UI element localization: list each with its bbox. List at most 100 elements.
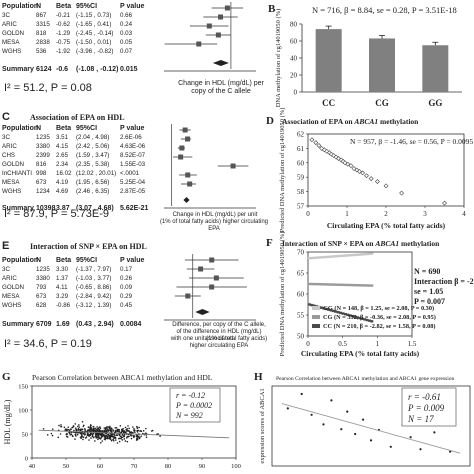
data-point: [310, 413, 313, 416]
data-point: [63, 426, 66, 429]
table-cell: 3380: [36, 275, 50, 282]
data-point: [91, 435, 94, 438]
data-point: [84, 430, 87, 432]
table-cell: 1234: [36, 188, 50, 195]
table-cell: (12.02 , 20.01): [76, 170, 117, 177]
table-cell: GOLDN: [2, 30, 25, 37]
panel-b-bar-chart: B N = 716, β = 8.84, se = 0.28, P = 3.51E…: [268, 3, 462, 108]
table-cell: Summary: [2, 321, 34, 328]
table-cell: 5.25E-04: [120, 179, 146, 186]
data-point: [123, 435, 126, 438]
x-tick-label: 3: [423, 210, 427, 218]
data-point: [121, 429, 124, 431]
table-cell: (-1.65 , 0.41): [76, 21, 112, 28]
data-point: [114, 437, 117, 439]
panel-f-title: Interaction of SNP × EPA on ABCA1 methyl…: [282, 239, 440, 248]
forest-summary-diamond: [195, 309, 210, 315]
table-cell: MESA: [2, 293, 20, 300]
data-point: [118, 431, 121, 433]
data-point: [74, 427, 77, 429]
series-mark-gg: [355, 253, 359, 256]
data-point: [99, 430, 102, 433]
forest-point: [178, 154, 184, 160]
data-point: [89, 426, 92, 429]
table-cell: WGHS: [2, 48, 22, 55]
x-tick-label: 0.5: [338, 340, 347, 348]
panel-e-letter: E: [2, 240, 10, 252]
table-cell: 3.87: [56, 205, 70, 212]
data-point: [140, 435, 142, 438]
table-cell: InCHIANTI: [2, 170, 32, 177]
data-point: [114, 439, 117, 441]
table-cell: 0.26: [120, 275, 133, 282]
data-point: [89, 425, 92, 427]
x-category-label: GG: [428, 98, 442, 108]
panel-a-x-caption: Change in HDL (mg/dL) per copy of the C …: [178, 80, 264, 95]
data-point: [107, 426, 110, 428]
table-cell: 1235: [36, 266, 50, 273]
series-mark-gg: [348, 254, 352, 257]
series-mark-cg: [346, 283, 350, 287]
series-mark-cc: [351, 314, 355, 318]
series-mark-gg: [322, 255, 326, 259]
data-point: [157, 433, 159, 435]
data-point: [90, 433, 93, 435]
data-point: [346, 410, 349, 413]
data-point: [104, 427, 107, 429]
data-point: [78, 426, 81, 428]
table-row: CHS 2399 2.65 (1.59 , 3.47) 8.52E-07: [2, 151, 150, 160]
data-point: [82, 433, 85, 435]
series-mark-cc: [348, 314, 352, 317]
panel-d-letter: D: [266, 115, 274, 127]
table-cell: Beta: [56, 257, 72, 264]
series-mark-gg: [370, 252, 374, 255]
table-row: WGHS 1234 4.69 (2.46 , 6.35) 2.87E-05: [2, 187, 150, 196]
table-cell: 1.37: [56, 275, 69, 282]
table-cell: -0.62: [56, 21, 71, 28]
series-mark-cc: [322, 307, 326, 310]
data-point: [111, 435, 113, 438]
panel-c-x-caption-2: (1% of total fatty acids) higher circula…: [159, 219, 269, 232]
panel-f-letter: F: [266, 237, 273, 249]
bar: [422, 45, 449, 92]
series-mark-cg: [363, 284, 367, 287]
data-point: [109, 429, 112, 431]
table-cell: N: [36, 3, 42, 10]
data-point: [137, 429, 140, 432]
table-row: InCHIANTI 998 16.02 (12.02 , 20.01) <.0001: [2, 169, 150, 178]
series-mark-cc: [358, 316, 362, 320]
data-point: [82, 436, 85, 439]
x-tick-label: 0: [306, 340, 310, 348]
data-point: [82, 425, 85, 428]
data-point: [124, 426, 127, 429]
panel-a-table: Population N Beta 95%CI P value 3C 867 -0.21 (-1…: [2, 2, 150, 74]
data-point: [60, 425, 62, 428]
table-header: Population N Beta 95%CI P value: [2, 2, 150, 11]
data-point: [94, 427, 97, 430]
table-row: 3C 1235 3.51 (2.04 , 4.98) 2.6E-06: [2, 133, 150, 142]
table-cell: -0.6: [56, 66, 69, 73]
panel-c-forest-plot: [164, 124, 256, 209]
data-point: [71, 426, 74, 429]
x-tick-label: 70: [131, 463, 138, 470]
data-point: [340, 428, 343, 431]
series-mark-gg: [346, 254, 350, 257]
panel-e-x-caption-4: higher circulating EPA: [189, 343, 249, 349]
table-summary-row: Summary 10398 3.87 (3.07 , 4.68) 5.62E-21: [2, 204, 150, 213]
bar: [369, 38, 395, 92]
data-point: [361, 418, 365, 421]
x-category-label: CG: [375, 98, 389, 108]
series-mark-cg: [353, 283, 357, 287]
panel-g-stat-p: P = 0.0002: [175, 401, 212, 410]
series-mark-cc: [367, 319, 371, 322]
panel-h-letter: H: [254, 371, 263, 383]
data-point: [374, 179, 380, 184]
data-point: [96, 426, 98, 428]
panel-e-x-caption-2: of the difference in HDL (mg/dL) associa…: [176, 329, 262, 342]
data-point: [92, 427, 95, 430]
table-row: 3C 867 -0.21 (-1.15 , 0.73) 0.66: [2, 11, 150, 20]
series-mark-cg: [334, 283, 338, 286]
series-mark-cc: [336, 311, 340, 314]
table-cell: 16.02: [56, 170, 72, 177]
data-point: [116, 442, 119, 444]
